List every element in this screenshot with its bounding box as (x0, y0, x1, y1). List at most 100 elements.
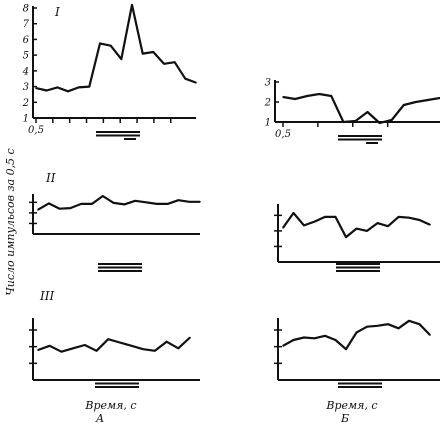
data-point (188, 201, 190, 203)
data-point (330, 95, 333, 97)
data-point (83, 344, 86, 346)
data-series-line (37, 336, 191, 353)
data-point (145, 201, 147, 204)
data-point (318, 93, 321, 95)
data-point (102, 195, 104, 197)
data-point (60, 350, 63, 353)
data-point (91, 203, 93, 205)
caption-a-line1: Время, с (84, 399, 136, 412)
panel-roman-label: II (45, 171, 56, 185)
data-point (199, 201, 201, 203)
data-point (48, 202, 50, 205)
x-tick-label: 0,5 (275, 129, 291, 140)
data-point (123, 203, 126, 206)
data-point (195, 81, 197, 84)
data-point (418, 323, 421, 325)
panel-a-iii: III (29, 289, 200, 388)
data-point (427, 99, 429, 101)
y-tick-label: 8 (23, 4, 29, 15)
panel-a-ii: II (29, 171, 201, 272)
data-point (80, 203, 82, 205)
caption-a-line2: А (95, 412, 104, 424)
data-point (37, 349, 39, 351)
data-point (402, 104, 405, 106)
data-point (355, 331, 358, 334)
data-point (355, 227, 358, 230)
data-point (415, 101, 417, 103)
data-point (173, 61, 176, 64)
data-point (45, 89, 48, 92)
data-point (177, 347, 180, 350)
data-point (408, 320, 410, 322)
data-point (345, 348, 347, 350)
y-tick-label: 3 (23, 82, 29, 93)
data-point (141, 52, 144, 55)
data-point (282, 345, 284, 347)
data-point (69, 207, 72, 209)
data-point (72, 347, 74, 350)
caption-b-line2: Б (340, 412, 349, 424)
data-point (376, 222, 379, 224)
data-point (77, 86, 80, 89)
data-point (294, 98, 296, 100)
y-tick-label: 6 (23, 35, 30, 46)
data-point (67, 90, 69, 93)
data-point (58, 207, 61, 210)
panel-b-ii (274, 204, 440, 272)
data-point (387, 225, 389, 228)
data-point (378, 122, 381, 124)
panel-roman-label: I (54, 5, 60, 19)
data-point (366, 111, 369, 113)
data-point (408, 216, 410, 219)
data-point (131, 4, 133, 6)
panel-roman-label: III (39, 289, 54, 303)
data-point (95, 350, 98, 352)
data-point (342, 121, 345, 123)
data-point (397, 216, 400, 218)
data-point (390, 119, 393, 121)
data-point (142, 348, 145, 350)
data-point (130, 345, 133, 347)
data-point (345, 236, 347, 238)
data-point (303, 336, 305, 339)
x-tick-label: 0,5 (28, 125, 44, 136)
data-point (334, 216, 337, 218)
data-point (429, 334, 431, 336)
data-point (88, 85, 91, 88)
data-point (387, 323, 389, 325)
data-point (48, 345, 51, 347)
data-point (418, 219, 421, 221)
data-series-line (282, 319, 431, 351)
data-point (334, 339, 337, 341)
data-point (366, 325, 368, 328)
data-point (282, 96, 284, 98)
data-point (56, 86, 59, 89)
data-series-line (37, 194, 200, 211)
data-point (119, 341, 121, 344)
panel-b-iii (274, 318, 440, 388)
y-tick-label: 1 (265, 118, 271, 129)
data-point (303, 224, 305, 227)
panel-a-i: 1 2 3 4 5 6 7 8 0,5 I (22, 4, 197, 140)
data-point (324, 335, 326, 337)
data-point (109, 44, 112, 47)
data-point (35, 87, 37, 89)
data-point (292, 339, 295, 341)
y-tick-label: 4 (22, 66, 29, 77)
data-point (112, 202, 115, 204)
data-point (429, 223, 431, 226)
caption-b-line1: Время, с (325, 399, 377, 412)
data-point (313, 220, 316, 223)
data-point (152, 51, 155, 53)
data-point (154, 350, 156, 352)
data-point (107, 338, 109, 340)
data-point (306, 95, 308, 97)
data-point (120, 58, 123, 60)
data-point (37, 208, 39, 211)
y-axis-label: Число импульсов за 0,5 с (4, 148, 17, 295)
data-point (99, 42, 101, 45)
data-point (165, 340, 168, 343)
data-point (156, 203, 158, 205)
